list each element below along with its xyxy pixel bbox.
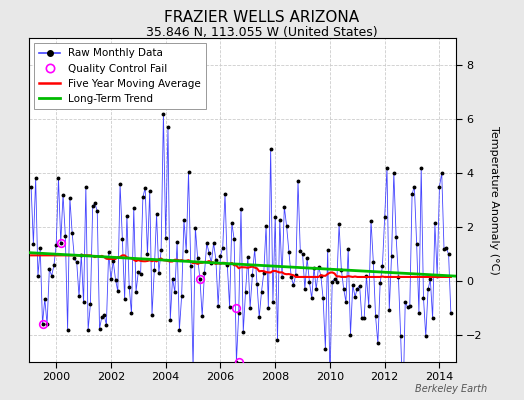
Legend: Raw Monthly Data, Quality Control Fail, Five Year Moving Average, Long-Term Tren: Raw Monthly Data, Quality Control Fail, … [34, 43, 206, 109]
Text: 35.846 N, 113.055 W (United States): 35.846 N, 113.055 W (United States) [146, 26, 378, 39]
Text: Berkeley Earth: Berkeley Earth [415, 384, 487, 394]
Text: FRAZIER WELLS ARIZONA: FRAZIER WELLS ARIZONA [165, 10, 359, 25]
Y-axis label: Temperature Anomaly (°C): Temperature Anomaly (°C) [489, 126, 499, 274]
